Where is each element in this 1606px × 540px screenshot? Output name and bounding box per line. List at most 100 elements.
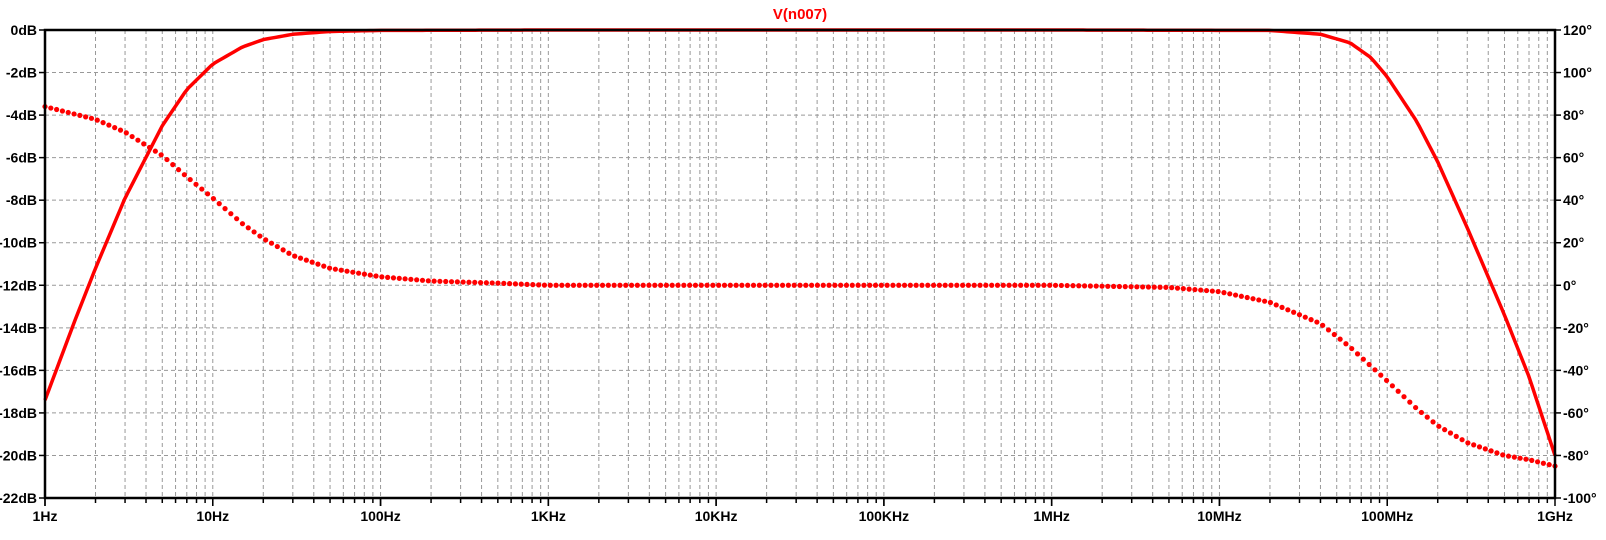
phase-series-point bbox=[187, 176, 193, 183]
x-tick-label: 1Hz bbox=[33, 508, 58, 524]
phase-series-point bbox=[268, 240, 275, 246]
phase-series-point bbox=[245, 225, 251, 231]
phase-series-point bbox=[524, 281, 530, 287]
phase-series-point bbox=[71, 111, 77, 117]
phase-series-point bbox=[658, 282, 664, 288]
phase-series-point bbox=[1517, 455, 1523, 461]
phase-series-point bbox=[1424, 414, 1430, 420]
phase-series-point bbox=[681, 282, 687, 288]
phase-series-point bbox=[1035, 282, 1041, 288]
phase-series-point bbox=[263, 237, 269, 243]
phase-series-point bbox=[65, 109, 71, 116]
phase-series-point bbox=[669, 282, 675, 288]
phase-series-point bbox=[1215, 288, 1221, 295]
phase-series-point bbox=[454, 279, 460, 285]
phase-series-point bbox=[286, 250, 292, 256]
phase-series-point bbox=[181, 172, 187, 178]
y-left-tick-label: -10dB bbox=[0, 235, 37, 251]
phase-series-point bbox=[785, 282, 791, 288]
phase-series-point bbox=[48, 105, 54, 111]
phase-series-point bbox=[617, 282, 623, 288]
phase-series-point bbox=[1505, 453, 1512, 459]
phase-series-point bbox=[1076, 283, 1082, 289]
phase-series-point bbox=[971, 282, 977, 288]
x-tick-label: 10Hz bbox=[196, 508, 229, 524]
phase-series-point bbox=[350, 269, 356, 275]
phase-series-point bbox=[1523, 456, 1529, 462]
phase-series-point bbox=[1081, 283, 1088, 289]
phase-series-point bbox=[443, 278, 449, 285]
phase-series-point bbox=[565, 282, 571, 288]
phase-series-point bbox=[483, 280, 489, 286]
grid bbox=[45, 30, 1555, 498]
series-layer bbox=[42, 28, 1558, 469]
phase-series-point bbox=[1186, 286, 1192, 292]
phase-series-point bbox=[884, 282, 890, 288]
phase-series-point bbox=[390, 275, 397, 281]
phase-series-point bbox=[687, 282, 693, 288]
phase-series-point bbox=[640, 282, 646, 288]
phase-series-point bbox=[1378, 372, 1384, 378]
phase-series-point bbox=[965, 282, 972, 288]
phase-series-point bbox=[1395, 388, 1401, 394]
phase-series-point bbox=[1140, 284, 1146, 290]
phase-series-point bbox=[1314, 319, 1320, 325]
phase-series-point bbox=[379, 274, 385, 280]
phase-series-point bbox=[1465, 440, 1471, 446]
phase-series-point bbox=[936, 282, 942, 288]
phase-series-point bbox=[779, 282, 786, 288]
phase-series-point bbox=[315, 261, 321, 267]
phase-series-point bbox=[570, 282, 577, 288]
phase-series-point bbox=[1192, 286, 1198, 293]
phase-series-point bbox=[1372, 367, 1378, 373]
y-left-tick-label: -8dB bbox=[6, 192, 37, 208]
phase-series-point bbox=[117, 127, 124, 133]
phase-series-point bbox=[930, 282, 937, 288]
phase-series-point bbox=[1111, 283, 1117, 289]
phase-series-point bbox=[466, 279, 472, 285]
phase-series-point bbox=[1116, 283, 1123, 290]
plot-frame bbox=[43, 28, 1557, 500]
phase-series-point bbox=[704, 282, 710, 288]
phase-series-point bbox=[1534, 459, 1541, 465]
phase-series-point bbox=[216, 201, 222, 207]
phase-series-point bbox=[907, 282, 913, 288]
phase-series-point bbox=[77, 112, 83, 118]
phase-series-point bbox=[1256, 297, 1262, 303]
y-left-tick-label: -2dB bbox=[6, 65, 37, 81]
phase-series-point bbox=[1296, 312, 1303, 318]
phase-series-point bbox=[768, 282, 774, 288]
phase-series-point bbox=[100, 120, 106, 126]
phase-series-point bbox=[274, 243, 280, 250]
phase-series-point bbox=[623, 282, 629, 288]
phase-series-point bbox=[1279, 304, 1285, 310]
phase-series-point bbox=[762, 282, 768, 288]
phase-series-point bbox=[356, 270, 362, 276]
phase-series-point bbox=[152, 148, 158, 154]
phase-series-point bbox=[652, 282, 658, 288]
phase-series-point bbox=[1099, 283, 1105, 289]
phase-series-point bbox=[913, 282, 919, 288]
phase-series-point bbox=[797, 282, 803, 288]
phase-series-point bbox=[1476, 444, 1483, 450]
phase-series-point bbox=[1459, 437, 1465, 443]
phase-series-point bbox=[1128, 284, 1134, 290]
y-left-tick-label: 0dB bbox=[11, 22, 37, 38]
phase-series-point bbox=[1052, 282, 1059, 288]
phase-series-point bbox=[1418, 409, 1425, 416]
phase-series-point bbox=[239, 221, 246, 227]
phase-series-point bbox=[861, 282, 867, 288]
phase-series-point bbox=[576, 282, 582, 288]
phase-series-point bbox=[867, 282, 873, 288]
phase-series-point bbox=[501, 280, 507, 286]
phase-series-point bbox=[518, 281, 524, 287]
phase-series-point bbox=[123, 130, 129, 136]
phase-series-point bbox=[989, 282, 995, 288]
phase-series-point bbox=[1494, 450, 1500, 456]
phase-series-point bbox=[460, 279, 466, 285]
phase-series-point bbox=[396, 275, 402, 281]
phase-series-point bbox=[1151, 284, 1157, 290]
phase-series-point bbox=[338, 267, 344, 273]
phase-series-point bbox=[594, 282, 600, 288]
